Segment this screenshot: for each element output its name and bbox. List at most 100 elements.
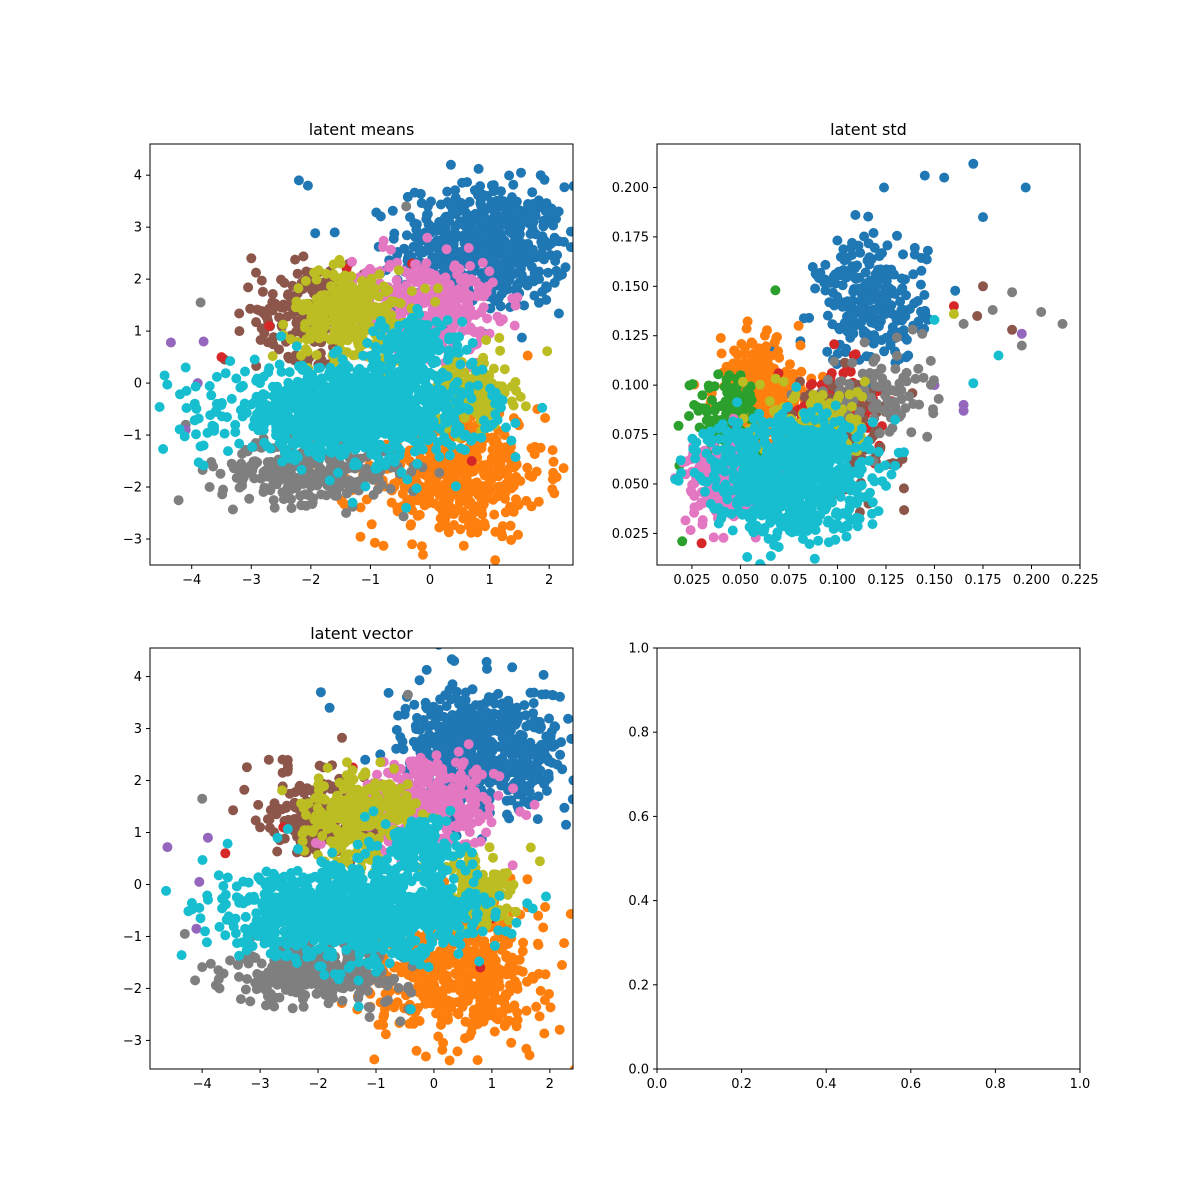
scatter-point-red — [264, 320, 275, 331]
scatter-point-orange — [366, 519, 377, 530]
scatter-point-brown — [255, 335, 266, 345]
scatter-point-pink — [465, 261, 476, 271]
scatter-point-orange — [485, 467, 496, 478]
scatter-point-pink — [700, 462, 711, 473]
scatter-point-gray — [892, 350, 902, 361]
scatter-point-olive — [321, 268, 332, 279]
scatter-point-blue — [832, 291, 843, 302]
scatter-point-blue — [422, 209, 432, 220]
scatter-point-cyan — [278, 426, 289, 437]
scatter-point-gray — [217, 489, 228, 500]
scatter-point-cyan — [360, 400, 371, 411]
scatter-point-orange — [407, 539, 418, 550]
scatter-point-gray — [330, 490, 340, 501]
y-tick-label: 1 — [134, 325, 142, 340]
scatter-point-cyan — [434, 343, 445, 354]
scatter-point-red — [845, 366, 856, 377]
scatter-point-olive — [331, 288, 342, 298]
scatter-point-olive — [314, 333, 325, 344]
x-tick-label: 0 — [426, 573, 434, 588]
scatter-point-orange — [549, 488, 560, 499]
scatter-point-purple — [198, 336, 209, 347]
scatter-point-cyan — [302, 440, 313, 451]
scatter-point-orange — [491, 435, 502, 446]
scatter-point-olive — [351, 295, 362, 306]
scatter-point-pink — [347, 256, 357, 267]
scatter-point-blue — [863, 211, 874, 222]
scatter-point-gray — [215, 468, 226, 479]
scatter-point-cyan — [209, 421, 220, 432]
scatter-point-olive — [817, 390, 828, 400]
scatter-point-gray — [173, 495, 184, 506]
scatter-point-blue — [856, 304, 867, 315]
scatter-point-gray — [234, 482, 245, 493]
scatter-point-blue — [850, 210, 861, 220]
scatter-point-cyan — [382, 337, 393, 348]
scatter-point-olive — [348, 323, 359, 334]
scatter-point-olive — [515, 391, 526, 402]
scatter-point-pink — [452, 269, 462, 280]
scatter-point-cyan — [198, 460, 209, 471]
scatter-point-blue — [411, 219, 422, 230]
x-tick-label: −2 — [301, 573, 320, 588]
scatter-point-cyan — [472, 380, 483, 391]
scatter-point-gray — [286, 503, 297, 514]
scatter-point-cyan — [409, 446, 420, 457]
scatter-point-cyan — [407, 341, 418, 352]
scatter-point-gray — [295, 490, 306, 501]
scatter-point-cyan — [225, 356, 236, 367]
scatter-point-cyan — [457, 316, 468, 327]
scatter-point-cyan — [337, 408, 348, 419]
y-tick-label: −3 — [123, 533, 142, 548]
scatter-point-cyan — [371, 428, 382, 439]
scatter-point-blue — [870, 318, 880, 329]
scatter-point-cyan — [354, 363, 365, 374]
scatter-point-blue — [508, 269, 519, 280]
scatter-point-cyan — [344, 403, 355, 414]
scatter-point-cyan — [206, 390, 217, 401]
scatter-point-gray — [847, 357, 858, 368]
scatter-point-cyan — [234, 438, 245, 449]
scatter-point-orange — [492, 491, 503, 502]
scatter-point-blue — [473, 163, 484, 174]
scatter-point-cyan — [431, 404, 441, 415]
scatter-point-gray — [867, 402, 878, 413]
scatter-point-cyan — [476, 432, 487, 443]
scatter-point-gray — [881, 407, 892, 418]
scatter-point-cyan — [455, 404, 466, 415]
scatter-point-olive — [494, 332, 505, 343]
scatter-point-orange — [558, 463, 569, 474]
scatter-point-purple — [1016, 328, 1027, 339]
scatter-point-gray — [933, 393, 944, 404]
scatter-point-green — [687, 379, 698, 390]
scatter-point-brown — [840, 357, 850, 368]
x-tick-label: 1 — [485, 573, 493, 588]
scatter-point-orange — [465, 465, 476, 476]
scatter-point-cyan — [510, 418, 521, 429]
scatter-point-blue — [329, 227, 340, 238]
scatter-point-gray — [883, 398, 894, 409]
scatter-point-cyan — [296, 464, 307, 475]
scatter-point-gray — [859, 337, 870, 348]
scatter-point-pink — [482, 281, 493, 292]
scatter-point-blue — [446, 229, 457, 240]
scatter-point-orange — [473, 490, 484, 501]
scatter-point-blue — [559, 182, 570, 193]
scatter-point-cyan — [407, 312, 418, 323]
scatter-point-olive — [326, 281, 336, 292]
scatter-point-orange — [355, 502, 366, 513]
scatter-point-blue — [495, 276, 506, 287]
scatter-point-cyan — [463, 404, 474, 415]
scatter-point-olive — [305, 333, 316, 344]
scatter-point-cyan — [410, 353, 421, 364]
scatter-point-gray — [285, 472, 296, 483]
scatter-point-blue — [502, 248, 513, 259]
scatter-point-gray — [271, 479, 282, 490]
scatter-point-cyan — [427, 392, 438, 403]
scatter-point-orange — [493, 471, 504, 482]
scatter-point-gray — [302, 473, 313, 483]
scatter-point-orange — [466, 527, 477, 538]
scatter-point-gray — [854, 406, 865, 417]
